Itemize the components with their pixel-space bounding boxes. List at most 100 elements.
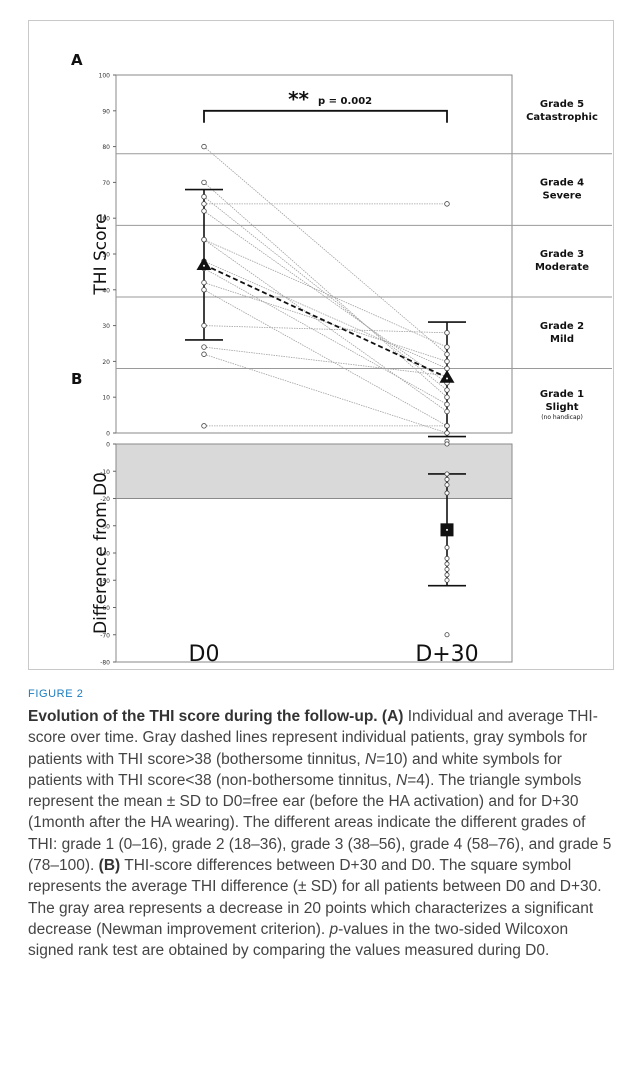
patient-point-d30 (444, 401, 450, 408)
figure-number: FIGURE 2 (28, 688, 84, 700)
difference-point (444, 572, 450, 578)
grade-label-number: Grade 3 (540, 249, 584, 260)
patient-line (203, 146, 448, 355)
y-tick-label: -30 (100, 523, 110, 530)
caption-b-text-1: THI-score differences between D+30 and D… (28, 857, 602, 938)
caption-b-label: (B) (98, 857, 121, 875)
difference-point (444, 566, 450, 572)
panel-a-plot-area (115, 74, 513, 434)
patient-point-d30 (444, 330, 450, 336)
y-tick-label: 20 (102, 359, 110, 366)
patient-line (203, 239, 448, 412)
caption-n-2: N (396, 771, 408, 789)
difference-point (444, 632, 450, 638)
patient-line (203, 325, 448, 334)
y-tick-label: 60 (102, 216, 110, 223)
patient-line (203, 353, 448, 434)
significance-p-value: p = 0.002 (318, 96, 372, 107)
y-tick-label: 100 (99, 73, 111, 80)
significance-bracket (203, 109, 448, 123)
significance-stars: ** (288, 87, 309, 111)
patient-line (203, 282, 448, 362)
patient-point-d0 (201, 208, 207, 214)
patient-point-d0 (201, 351, 207, 357)
y-tick-label: 0 (106, 431, 110, 438)
patient-point-d0 (201, 279, 207, 286)
difference-point (444, 555, 450, 561)
patient-line (203, 346, 448, 377)
x-category-label-d30: D+30 (415, 642, 478, 667)
difference-point (444, 471, 450, 477)
difference-point (444, 441, 450, 447)
y-tick-label: -70 (100, 632, 110, 639)
patient-point-d0 (201, 143, 207, 150)
y-tick-label: 80 (102, 144, 110, 151)
y-tick-label: 10 (102, 395, 110, 402)
difference-point (444, 482, 450, 488)
patient-point-d0 (201, 201, 207, 207)
caption-body: Evolution of the THI score during the fo… (28, 706, 612, 962)
y-tick-label: -40 (100, 551, 110, 558)
difference-point (444, 490, 450, 496)
panel-label-b: B (71, 370, 82, 388)
patient-point-d30 (444, 351, 450, 357)
mean-difference-dot (446, 528, 448, 531)
patient-point-d30 (444, 394, 450, 400)
patient-point-d0 (201, 423, 207, 429)
patient-line (203, 289, 448, 427)
y-tick-label: -10 (100, 469, 110, 476)
grade-label-name: Mild (550, 334, 574, 345)
mean-triangle-d30 (439, 370, 455, 383)
caption-p-italic: p (329, 920, 339, 938)
y-tick-label: -80 (100, 660, 110, 667)
patient-point-d0 (201, 287, 207, 293)
patient-line (203, 260, 448, 369)
y-tick-label: 50 (102, 252, 110, 259)
patient-point-d0 (201, 179, 207, 186)
x-category-label-d0: D0 (189, 642, 220, 667)
patient-point-d30 (444, 423, 450, 429)
caption-b-text-2: -values in the two-sided Wilcoxon signed… (28, 920, 569, 960)
y-tick-label: 40 (102, 287, 110, 294)
patient-point-d0 (201, 194, 207, 200)
patient-point-d30 (444, 201, 450, 207)
y-tick-label: -20 (100, 496, 110, 503)
patient-line (203, 182, 448, 398)
y-tick-label: 70 (102, 180, 110, 187)
mean-triangle-d30-dot (446, 377, 448, 380)
caption-a-text-3: =4). The triangle symbols represent the … (28, 771, 612, 875)
y-axis-label-a: THI Score (91, 213, 111, 295)
patient-point-d30 (444, 408, 450, 415)
figure-frame: 0 10 20 30 40 50 60 70 80 90 100 ** p = 0.002 Grade 5… (28, 20, 614, 670)
mean-triangle-d0 (196, 257, 212, 270)
y-tick-label: -50 (100, 578, 110, 585)
caption-a-text-2: =10) and white symbols for patients with… (28, 750, 562, 789)
patient-line (203, 239, 448, 348)
caption-a-label: (A) (381, 708, 404, 725)
difference-point (444, 545, 450, 551)
caption-n-1: N (365, 750, 377, 768)
caption-a-text-1: Individual and average THI-score over ti… (28, 708, 598, 768)
panel-label-a: A (71, 51, 83, 69)
y-tick-label: 90 (102, 108, 110, 115)
mean-triangle-d0-dot (203, 264, 205, 267)
grade-label-number: Grade 2 (540, 321, 584, 332)
significant-decrease-band (115, 443, 513, 499)
grade-label-name: Moderate (535, 262, 589, 273)
patient-point-d30 (444, 430, 450, 436)
patient-point-d30 (444, 344, 450, 350)
y-axis-label-b: Difference from D0 (91, 472, 111, 634)
patient-point-d30 (444, 358, 450, 365)
difference-point (444, 577, 450, 583)
patient-point-d0 (201, 322, 207, 329)
grade-label-name: Catastrophic (526, 112, 598, 123)
patient-point-d30 (444, 387, 450, 393)
patient-point-d0 (201, 344, 207, 350)
grade-label-number: Grade 5 (540, 99, 584, 110)
grade-label-name: Severe (543, 191, 582, 202)
difference-point (444, 476, 450, 482)
patient-line (203, 210, 448, 384)
grade-label-name: Slight (545, 402, 578, 413)
patient-line (203, 267, 448, 405)
difference-point (444, 561, 450, 567)
